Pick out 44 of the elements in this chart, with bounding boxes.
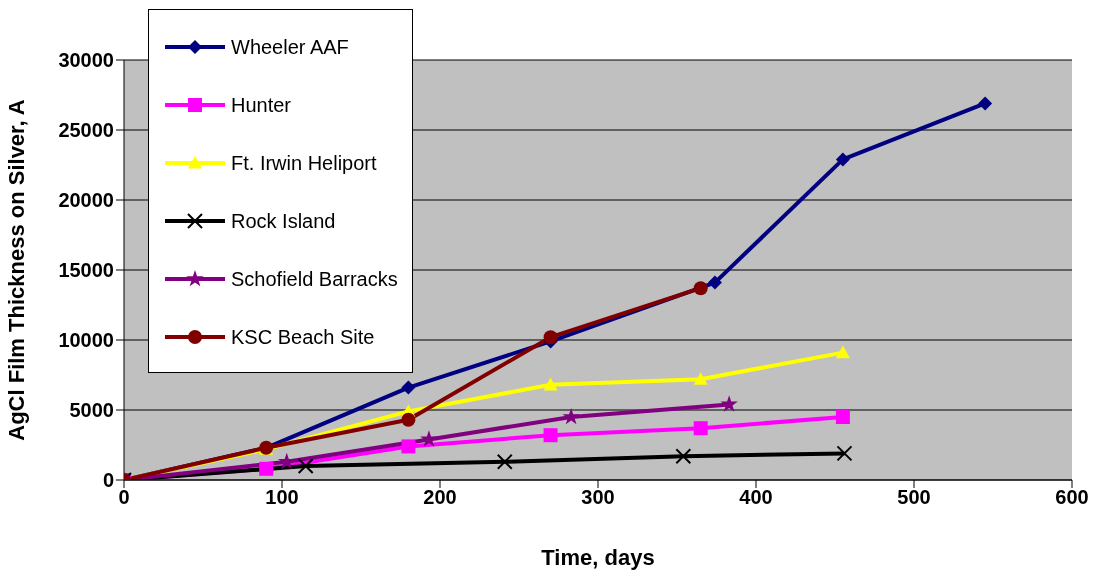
point — [835, 410, 850, 424]
y-tick-label: 15000 — [58, 259, 114, 282]
y-tick-label: 25000 — [58, 119, 114, 142]
point — [543, 377, 558, 391]
legend-label: Ft. Irwin Heliport — [231, 151, 377, 175]
point — [978, 96, 993, 111]
point — [693, 421, 708, 436]
point — [401, 412, 416, 427]
y-tick-label: 0 — [102, 469, 114, 492]
point — [693, 281, 708, 296]
point — [297, 458, 314, 474]
x-axis-title: Time, days — [541, 545, 655, 570]
legend-label: Wheeler AAF — [231, 35, 349, 59]
y-axis-title: AgCl Film Thickness on Silver, A — [3, 99, 29, 441]
point — [401, 380, 416, 395]
point — [693, 372, 708, 385]
x-tick-label: 200 — [423, 486, 457, 509]
x-tick-label: 100 — [265, 486, 299, 509]
y-tick-label: 20000 — [58, 189, 114, 212]
point — [836, 445, 853, 462]
y-tick-label: 5000 — [69, 399, 114, 422]
legend-label: Schofield Barracks — [231, 267, 398, 291]
x-tick-label: 600 — [1055, 486, 1089, 509]
point — [259, 461, 274, 476]
point — [720, 395, 738, 412]
point — [835, 152, 850, 167]
y-tick-label: 30000 — [58, 49, 114, 72]
point — [401, 439, 416, 454]
x-tick-label: 400 — [739, 486, 773, 509]
point — [543, 428, 558, 443]
point — [707, 275, 722, 290]
legend-label: Hunter — [231, 93, 292, 117]
point — [562, 407, 580, 425]
legend-label: KSC Beach Site — [231, 325, 375, 349]
x-tick-label: 500 — [897, 486, 931, 509]
y-tick-label: 10000 — [58, 329, 114, 352]
x-tick-label: 300 — [581, 486, 615, 509]
point — [543, 330, 558, 345]
legend-label: Rock Island — [231, 209, 336, 233]
point — [675, 448, 692, 465]
x-tick-label: 0 — [118, 486, 130, 509]
point — [420, 430, 438, 447]
point — [835, 345, 850, 359]
point — [496, 453, 513, 470]
